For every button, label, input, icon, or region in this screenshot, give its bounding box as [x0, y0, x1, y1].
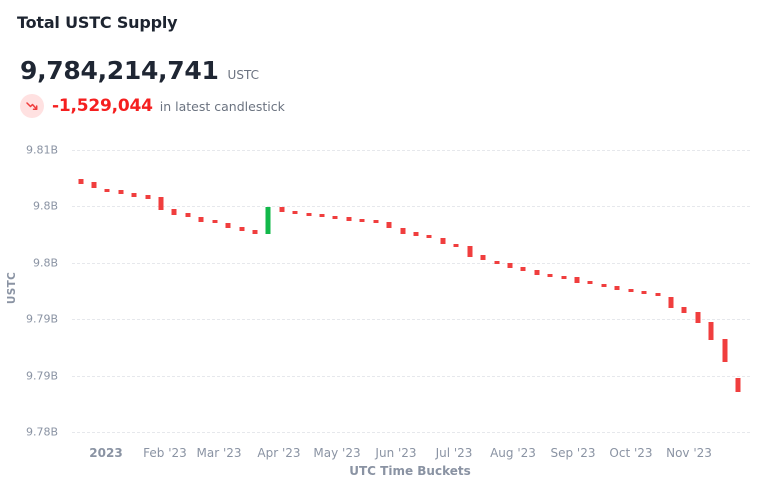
candlestick[interactable] — [306, 212, 312, 216]
change-summary: -1,529,044 in latest candlestick — [20, 94, 285, 118]
candlestick[interactable] — [453, 244, 459, 247]
change-value: -1,529,044 — [52, 96, 153, 116]
candlestick[interactable] — [561, 275, 567, 279]
candlestick[interactable] — [413, 231, 419, 236]
candlestick[interactable] — [681, 306, 687, 313]
candlestick[interactable] — [212, 220, 218, 223]
y-tick-label: 9.79B — [25, 312, 58, 326]
candlestick[interactable] — [507, 262, 513, 268]
candlestick[interactable] — [547, 273, 553, 277]
candlestick[interactable] — [252, 230, 258, 234]
candlestick[interactable] — [131, 192, 137, 197]
x-tick-label: Mar '23 — [196, 446, 242, 460]
candlestick[interactable] — [78, 178, 83, 184]
x-tick-label: Feb '23 — [143, 446, 187, 460]
trending-down-icon — [20, 94, 44, 118]
candlestick[interactable] — [668, 296, 674, 308]
candlestick[interactable] — [722, 338, 728, 362]
candlestick[interactable] — [440, 238, 446, 244]
y-tick-label: 9.8B — [32, 199, 58, 213]
supply-value: 9,784,214,741 — [20, 56, 219, 85]
candlestick[interactable] — [467, 246, 473, 257]
candlestick[interactable] — [198, 217, 204, 222]
candlestick[interactable] — [373, 220, 379, 223]
x-tick-label: Sep '23 — [550, 446, 596, 460]
x-tick-label: May '23 — [313, 446, 361, 460]
candlestick[interactable] — [400, 228, 406, 234]
gridline — [72, 150, 750, 151]
candlestick[interactable] — [279, 207, 285, 212]
candlestick[interactable] — [520, 267, 526, 271]
candlestick[interactable] — [601, 283, 607, 287]
candlestick[interactable] — [104, 189, 110, 192]
gridline — [72, 319, 750, 321]
x-tick-label: Oct '23 — [609, 446, 653, 460]
candlestick[interactable] — [386, 222, 392, 228]
candlestick[interactable] — [614, 285, 620, 290]
x-tick-label: Nov '23 — [666, 446, 712, 460]
candlestick[interactable] — [91, 181, 97, 188]
y-tick-label: 9.8B — [32, 256, 58, 270]
candlestick[interactable] — [265, 207, 271, 234]
candlestick[interactable] — [695, 311, 701, 323]
candlestick[interactable] — [158, 197, 164, 210]
candlestick[interactable] — [346, 217, 352, 221]
candlestick[interactable] — [426, 235, 432, 238]
supply-unit: USTC — [227, 68, 259, 82]
candlestick[interactable] — [480, 254, 486, 260]
x-tick-label: 2023 — [89, 446, 123, 460]
x-tick-label: Jul '23 — [435, 446, 473, 460]
y-tick-label: 9.79B — [25, 369, 58, 383]
gridline — [72, 262, 750, 264]
candlestick[interactable] — [735, 378, 741, 393]
candlestick[interactable] — [319, 214, 325, 217]
chart-title: Total USTC Supply — [17, 13, 178, 32]
gridline — [72, 432, 750, 433]
candlestick[interactable] — [708, 322, 714, 340]
candlestick[interactable] — [628, 288, 634, 292]
candlestick[interactable] — [145, 194, 151, 199]
candlestick[interactable] — [332, 215, 338, 219]
candlestick[interactable] — [292, 210, 298, 214]
candlestick[interactable] — [225, 223, 231, 228]
candlestick[interactable] — [118, 189, 124, 194]
candlestick[interactable] — [494, 261, 500, 264]
y-tick-label: 9.81B — [25, 143, 58, 157]
change-caption: in latest candlestick — [159, 98, 285, 114]
gridline — [72, 206, 750, 208]
y-tick-label: 9.78B — [25, 425, 58, 439]
candlestick[interactable] — [171, 209, 177, 215]
current-supply: 9,784,214,741 USTC — [20, 56, 259, 85]
x-tick-label: Jun '23 — [375, 446, 417, 460]
candlestick[interactable] — [587, 280, 593, 284]
candlestick[interactable] — [574, 277, 580, 283]
y-axis-label: USTC — [6, 271, 18, 305]
candlestick[interactable] — [534, 270, 540, 275]
x-tick-label: Apr '23 — [257, 446, 301, 460]
candlestick[interactable] — [185, 212, 191, 217]
candlestick[interactable] — [655, 293, 661, 296]
x-axis-label: UTC Time Buckets — [349, 464, 471, 478]
gridline — [72, 375, 750, 377]
candlestick[interactable] — [359, 218, 365, 222]
candlestick[interactable] — [641, 291, 647, 294]
x-tick-label: Aug '23 — [490, 446, 536, 460]
candlestick[interactable] — [239, 226, 245, 231]
